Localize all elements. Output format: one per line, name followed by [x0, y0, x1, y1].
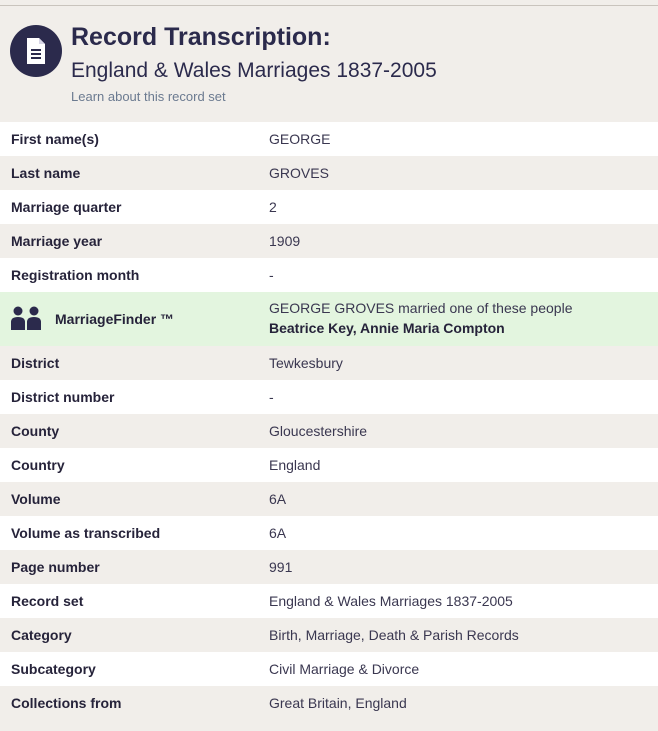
- field-label: District number: [11, 389, 115, 405]
- marriage-finder-label: MarriageFinder ™: [55, 311, 175, 327]
- field-value: -: [269, 389, 274, 405]
- field-value: England: [269, 457, 321, 473]
- field-value: -: [269, 267, 274, 283]
- field-label: Page number: [11, 559, 100, 575]
- record-set-title: England & Wales Marriages 1837-2005: [71, 59, 437, 82]
- field-label: Marriage quarter: [11, 199, 122, 215]
- record-row: Country England: [0, 448, 658, 482]
- field-label: Registration month: [11, 267, 140, 283]
- field-value: Gloucestershire: [269, 423, 368, 439]
- record-row: Volume as transcribed 6A: [0, 516, 658, 550]
- marriage-finder-text: GEORGE GROVES married one of these peopl…: [269, 300, 573, 316]
- record-row: Page number 991: [0, 550, 658, 584]
- record-row: Marriage year 1909: [0, 224, 658, 258]
- record-row: Category Birth, Marriage, Death & Parish …: [0, 618, 658, 652]
- record-row: Collections from Great Britain, England: [0, 686, 658, 720]
- learn-about-record-set-link[interactable]: Learn about this record set: [71, 89, 226, 104]
- record-row: District Tewkesbury: [0, 346, 658, 380]
- record-row: District number -: [0, 380, 658, 414]
- field-value: 991: [269, 559, 293, 575]
- record-row: Volume 6A: [0, 482, 658, 516]
- field-label: Subcategory: [11, 661, 96, 677]
- field-value: GROVES: [269, 165, 329, 181]
- field-label: Marriage year: [11, 233, 103, 249]
- field-label: Volume as transcribed: [11, 525, 161, 541]
- field-label: Volume: [11, 491, 61, 507]
- field-label: Country: [11, 457, 65, 473]
- field-value: Tewkesbury: [269, 355, 343, 371]
- record-header: Record Transcription: England & Wales Ma…: [0, 6, 658, 122]
- record-row: Subcategory Civil Marriage & Divorce: [0, 652, 658, 686]
- field-label: District: [11, 355, 60, 371]
- field-value: 6A: [269, 525, 287, 541]
- marriage-finder-row: MarriageFinder ™ GEORGE GROVES married o…: [0, 292, 658, 346]
- field-label: Category: [11, 627, 72, 643]
- top-divider: [0, 5, 658, 6]
- field-label: First name(s): [11, 131, 99, 147]
- field-label: Record set: [11, 593, 84, 609]
- record-row: Registration month -: [0, 258, 658, 292]
- page-title: Record Transcription:: [71, 23, 331, 51]
- field-value: England & Wales Marriages 1837-2005: [269, 593, 513, 609]
- field-value: Civil Marriage & Divorce: [269, 661, 420, 677]
- field-label: County: [11, 423, 60, 439]
- field-value: Birth, Marriage, Death & Parish Records: [269, 627, 519, 643]
- marriage-finder-names[interactable]: Beatrice Key, Annie Maria Compton: [269, 320, 505, 336]
- couple-icon: [11, 306, 41, 330]
- field-label: Last name: [11, 165, 81, 181]
- record-row: Marriage quarter 2: [0, 190, 658, 224]
- record-table: First name(s) GEORGE Last name GROVES Marria…: [0, 122, 658, 720]
- record-row: First name(s) GEORGE: [0, 122, 658, 156]
- record-row: Record set England & Wales Marriages 1837…: [0, 584, 658, 618]
- field-value: GEORGE: [269, 131, 331, 147]
- record-row: Last name GROVES: [0, 156, 658, 190]
- field-value: 2: [269, 199, 277, 215]
- field-value: 1909: [269, 233, 301, 249]
- field-value: Great Britain, England: [269, 695, 407, 711]
- record-row: County Gloucestershire: [0, 414, 658, 448]
- field-label: Collections from: [11, 695, 122, 711]
- document-icon: [10, 25, 62, 77]
- field-value: 6A: [269, 491, 287, 507]
